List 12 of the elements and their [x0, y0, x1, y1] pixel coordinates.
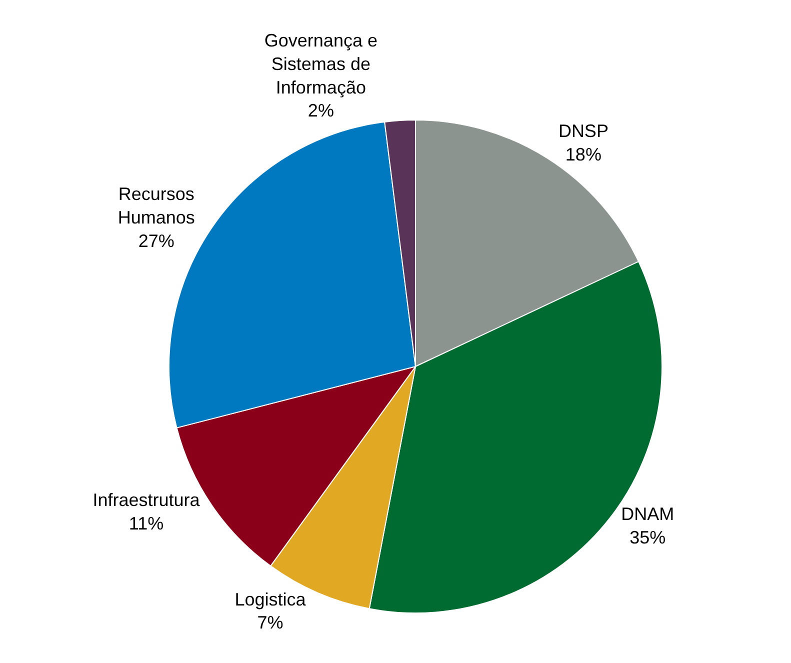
data-label: 11%: [128, 514, 164, 534]
data-label: 27%: [138, 230, 174, 251]
slice-label: Logistica: [234, 589, 307, 610]
slice-label: DNAM: [621, 504, 674, 524]
data-label: 18%: [565, 144, 602, 165]
data-label: 35%: [630, 527, 666, 548]
slice-label: Recursos Humanos: [118, 184, 195, 228]
slice-label: DNSP: [558, 121, 608, 142]
slice-label: Infraestrutura: [92, 490, 201, 510]
slice-label: Governança e Sistemas de Informação: [264, 30, 378, 98]
data-label: 2%: [308, 100, 334, 121]
data-label: 7%: [257, 612, 284, 633]
